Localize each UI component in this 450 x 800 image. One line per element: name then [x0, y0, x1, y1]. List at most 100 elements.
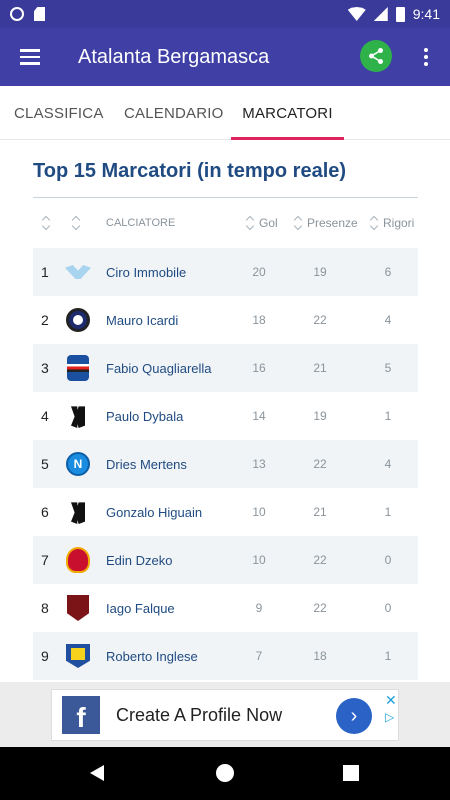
ad-choices-icon[interactable]: ▷ — [385, 710, 395, 724]
pens-value: 0 — [384, 601, 392, 615]
apps-value: 21 — [313, 505, 327, 519]
rank: 4 — [41, 408, 49, 424]
player-name[interactable]: Ciro Immobile — [106, 264, 187, 280]
torino-logo — [65, 594, 91, 622]
sort-apps-header[interactable]: Presenze — [293, 215, 358, 231]
player-name[interactable]: Dries Mertens — [106, 456, 187, 472]
menu-icon[interactable] — [0, 28, 60, 86]
tab-calendario[interactable]: CALENDARIO — [124, 104, 224, 122]
sort-pens-header[interactable]: Rigori — [369, 215, 414, 231]
inter-logo — [65, 306, 91, 334]
status-time: 9:41 — [412, 6, 440, 22]
recent-apps-icon[interactable] — [343, 765, 359, 781]
ad-banner[interactable]: f Create A Profile Now › ✕ ▷ — [0, 682, 450, 747]
sort-goals-header[interactable]: Gol — [245, 215, 278, 231]
table-row[interactable]: 5 N Dries Mertens 13 22 4 — [33, 440, 418, 488]
ad-text[interactable]: Create A Profile Now — [116, 704, 283, 725]
rank: 2 — [41, 312, 49, 328]
rank: 6 — [41, 504, 49, 520]
table-row[interactable]: 6 Gonzalo Higuain 10 21 1 — [33, 488, 418, 536]
scorers-list: 1 Ciro Immobile 20 19 6 2 Mauro Icardi 1… — [33, 248, 418, 680]
goals-value: 20 — [252, 265, 266, 279]
rank: 3 — [41, 360, 49, 376]
sort-rank-header[interactable] — [41, 215, 51, 231]
napoli-logo: N — [65, 450, 91, 478]
scorers-content: Top 15 Marcatori (in tempo reale) CALCIA… — [33, 140, 418, 680]
sort-icon — [369, 215, 379, 231]
ad-card[interactable]: f Create A Profile Now › ✕ ▷ — [51, 689, 399, 741]
table-row[interactable]: 7 Edin Dzeko 10 22 0 — [33, 536, 418, 584]
sort-icon — [41, 215, 51, 231]
roma-logo — [65, 546, 91, 574]
home-icon[interactable] — [216, 764, 234, 782]
table-row[interactable]: 4 Paulo Dybala 14 19 1 — [33, 392, 418, 440]
apps-value: 22 — [313, 601, 327, 615]
rank: 8 — [41, 600, 49, 616]
goals-value: 13 — [252, 457, 266, 471]
rank: 1 — [41, 264, 49, 280]
table-row[interactable]: 9 Roberto Inglese 7 18 1 — [33, 632, 418, 680]
pens-value: 0 — [384, 553, 392, 567]
lazio-logo — [65, 258, 91, 286]
signal-icon — [373, 7, 388, 21]
status-bar: 9:41 — [0, 0, 450, 28]
goals-value: 10 — [252, 553, 266, 567]
rank: 7 — [41, 552, 49, 568]
player-name[interactable]: Edin Dzeko — [106, 552, 173, 568]
sort-icon — [245, 215, 255, 231]
sampdoria-logo — [65, 354, 91, 382]
chievo-logo — [65, 642, 91, 670]
share-icon — [369, 48, 383, 64]
table-header: CALCIATORE Gol Presenze Rigori — [33, 198, 418, 248]
pens-value: 4 — [384, 313, 392, 327]
tab-bar: CLASSIFICA CALENDARIO MARCATORI — [0, 86, 450, 140]
battery-icon — [395, 6, 405, 22]
table-row[interactable]: 2 Mauro Icardi 18 22 4 — [33, 296, 418, 344]
apps-value: 22 — [313, 313, 327, 327]
sort-icon — [293, 215, 303, 231]
table-row[interactable]: 8 Iago Falque 9 22 0 — [33, 584, 418, 632]
pens-value: 1 — [384, 409, 392, 423]
player-name[interactable]: Paulo Dybala — [106, 408, 184, 424]
pens-value: 4 — [384, 457, 392, 471]
sort-team-header[interactable] — [71, 215, 81, 231]
ad-close-icon[interactable]: ✕ — [385, 692, 397, 708]
player-name[interactable]: Roberto Inglese — [106, 648, 198, 664]
player-name[interactable]: Iago Falque — [106, 600, 175, 616]
player-header: CALCIATORE — [106, 217, 176, 229]
pens-value: 5 — [384, 361, 392, 375]
goals-value: 7 — [255, 649, 263, 663]
goals-value: 14 — [252, 409, 266, 423]
goals-value: 10 — [252, 505, 266, 519]
wifi-icon — [347, 7, 366, 21]
tab-classifica[interactable]: CLASSIFICA — [14, 104, 104, 122]
table-row[interactable]: 1 Ciro Immobile 20 19 6 — [33, 248, 418, 296]
goals-value: 9 — [255, 601, 263, 615]
pens-value: 6 — [384, 265, 392, 279]
juventus-logo — [65, 498, 91, 526]
pens-value: 1 — [384, 649, 392, 663]
player-name[interactable]: Fabio Quagliarella — [106, 360, 212, 376]
apps-value: 22 — [313, 457, 327, 471]
system-nav-bar — [0, 747, 450, 800]
apps-value: 19 — [313, 265, 327, 279]
pens-value: 1 — [384, 505, 392, 519]
share-button[interactable] — [360, 40, 392, 72]
notification-circle-icon — [10, 7, 24, 21]
apps-value: 19 — [313, 409, 327, 423]
more-vert-icon[interactable] — [414, 42, 438, 72]
back-icon[interactable] — [90, 765, 104, 781]
table-row[interactable]: 3 Fabio Quagliarella 16 21 5 — [33, 344, 418, 392]
player-name[interactable]: Mauro Icardi — [106, 312, 179, 328]
section-title: Top 15 Marcatori (in tempo reale) — [33, 160, 418, 198]
goals-header-label: Gol — [259, 216, 278, 230]
goals-value: 16 — [252, 361, 266, 375]
sort-icon — [71, 215, 81, 231]
sd-card-icon — [34, 7, 45, 21]
ad-arrow-button[interactable]: › — [336, 698, 372, 734]
juventus-logo — [65, 402, 91, 430]
player-name[interactable]: Gonzalo Higuain — [106, 504, 203, 520]
tab-marcatori[interactable]: MARCATORI — [231, 86, 344, 140]
apps-value: 18 — [313, 649, 327, 663]
apps-value: 22 — [313, 553, 327, 567]
